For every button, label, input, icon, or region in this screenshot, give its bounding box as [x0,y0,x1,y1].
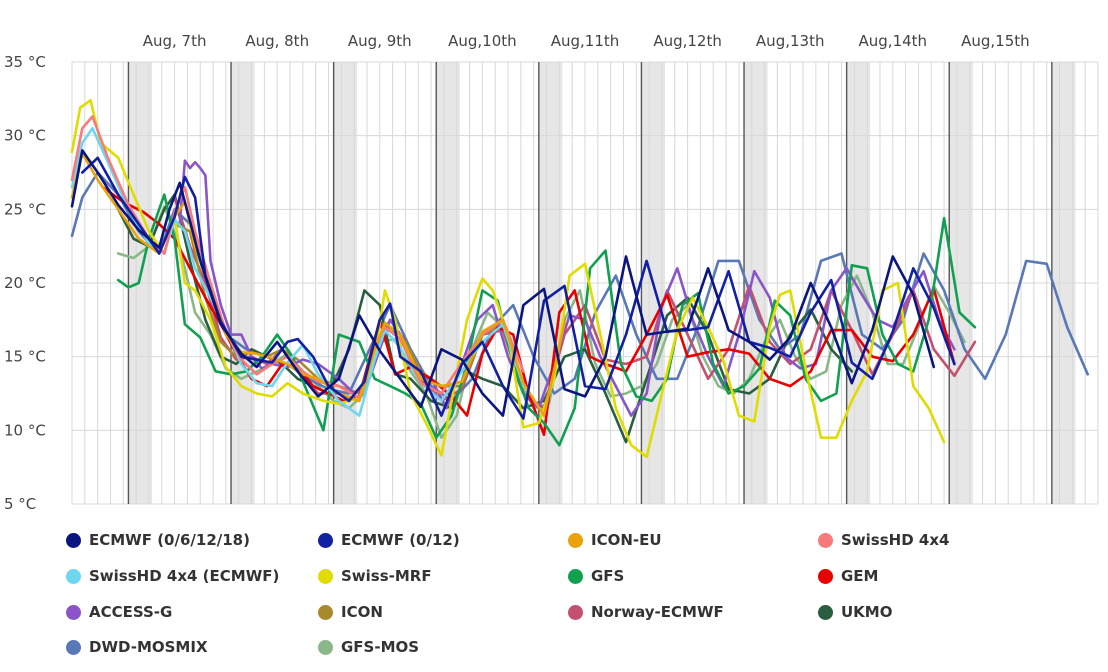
y-tick-label: 35 °C [4,53,46,71]
legend-label: ICON [341,603,383,621]
legend-dot-icon [318,604,333,620]
legend-label: GFS-MOS [341,638,420,656]
series-line-ecmwf-0-6-12-18- [70,149,936,417]
legend-item[interactable]: GFS-MOS [318,636,419,658]
legend-dot-icon [66,568,81,584]
legend-dot-icon [66,532,81,548]
legend-dot-icon [818,568,833,584]
series-line-swiss-mrf [70,99,946,459]
legend-item[interactable]: SwissHD 4x4 (ECMWF) [66,565,279,587]
y-tick-label: 25 °C [4,200,46,218]
series-line-ukmo [116,193,854,444]
y-axis-ticks: 5 °C 10 °C 15 °C 20 °C 25 °C 30 °C 35 °C [4,53,46,513]
legend-dot-icon [818,532,833,548]
legend-dot-icon [318,568,333,584]
legend-label: GEM [841,567,879,585]
legend-item[interactable]: ICON [318,601,383,623]
x-tick-label: Aug, 7th [143,32,207,50]
x-tick-label: Aug,13th [756,32,825,50]
legend-dot-icon [318,639,333,655]
legend-dot-icon [318,532,333,548]
legend-label: SwissHD 4x4 [841,531,950,549]
legend-item[interactable]: ICON-EU [568,529,662,551]
x-tick-label: Aug,14th [859,32,928,50]
x-tick-label: Aug, 9th [348,32,412,50]
legend-dot-icon [66,639,81,655]
y-tick-label: 15 °C [4,348,46,366]
legend-dot-icon [66,604,81,620]
legend-dot-icon [568,532,583,548]
y-tick-label: 30 °C [4,127,46,145]
x-tick-label: Aug,15th [961,32,1030,50]
legend-label: SwissHD 4x4 (ECMWF) [89,567,280,585]
legend-label: ACCESS-G [89,603,173,621]
legend-label: DWD-MOSMIX [89,638,208,656]
y-tick-label: 20 °C [4,274,46,292]
x-tick-label: Aug, 8th [245,32,309,50]
legend-item[interactable]: Norway-ECMWF [568,601,724,623]
legend-item[interactable]: ECMWF (0/12) [318,529,460,551]
legend-label: ECMWF (0/6/12/18) [89,531,250,549]
day-separator-lines [127,62,1053,504]
y-tick-label: 10 °C [4,421,46,439]
legend-label: GFS [591,567,625,585]
y-tick-label: 5 °C [4,495,36,513]
series-lines [70,99,1089,459]
legend-label: ECMWF (0/12) [341,531,460,549]
legend-label: ICON-EU [591,531,662,549]
legend-item[interactable]: GFS [568,565,624,587]
series-line-gfs [116,193,977,447]
legend-item[interactable]: DWD-MOSMIX [66,636,208,658]
x-tick-label: Aug,12th [653,32,722,50]
x-tick-label: Aug,11th [551,32,620,50]
legend-dot-icon [818,604,833,620]
legend-label: Swiss-MRF [341,567,432,585]
legend: ECMWF (0/6/12/18) ECMWF (0/12) ICON-EU Swis… [0,522,1108,672]
legend-label: UKMO [841,603,893,621]
x-axis-ticks: Aug, 7th Aug, 8th Aug, 9th Aug,10th Aug,11th… [143,32,1030,50]
x-tick-label: Aug,10th [448,32,517,50]
temperature-chart: 5 °C 10 °C 15 °C 20 °C 25 °C 30 °C 35 °C Aug, … [4,32,1099,513]
legend-dot-icon [568,604,583,620]
legend-item[interactable]: ECMWF (0/6/12/18) [66,529,250,551]
legend-label: Norway-ECMWF [591,603,724,621]
legend-dot-icon [568,568,583,584]
legend-item[interactable]: UKMO [818,601,892,623]
legend-item[interactable]: ACCESS-G [66,601,172,623]
legend-item[interactable]: GEM [818,565,879,587]
legend-item[interactable]: Swiss-MRF [318,565,432,587]
grid-lines [71,61,1099,505]
legend-item[interactable]: SwissHD 4x4 [818,529,949,551]
